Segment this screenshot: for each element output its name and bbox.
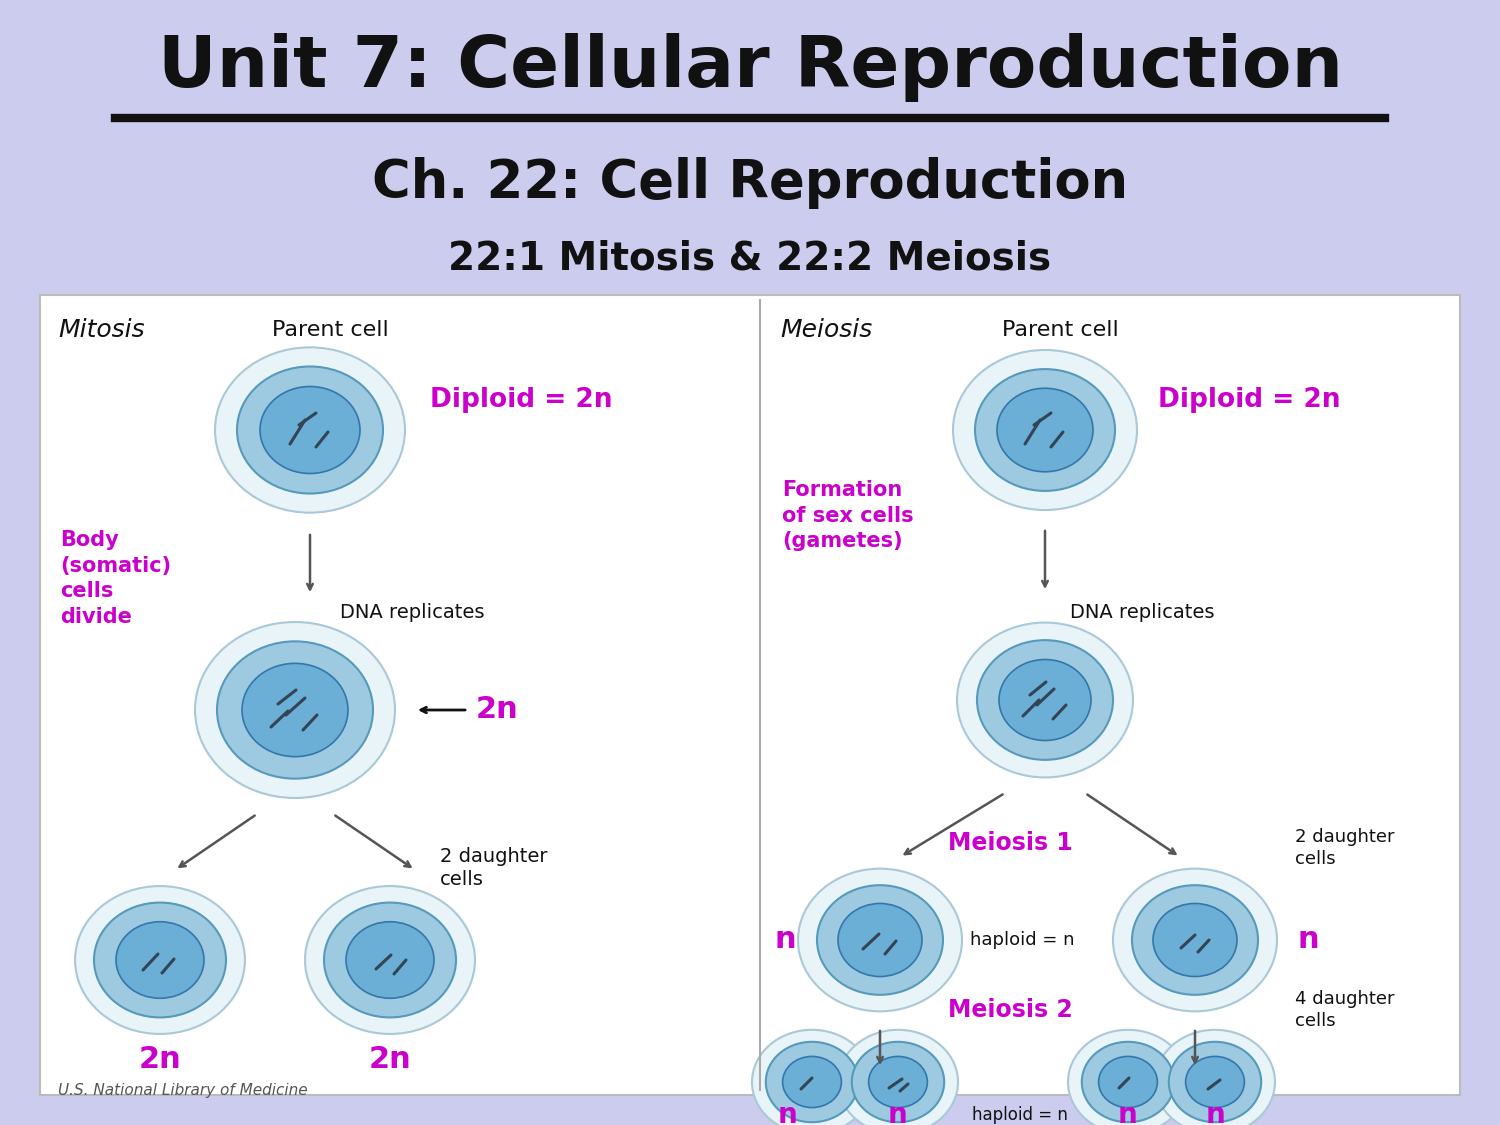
Text: Formation
of sex cells
(gametes): Formation of sex cells (gametes) bbox=[782, 480, 914, 551]
Ellipse shape bbox=[852, 1042, 944, 1123]
Text: Diploid = 2n: Diploid = 2n bbox=[1158, 387, 1341, 413]
Text: n: n bbox=[774, 926, 796, 954]
Ellipse shape bbox=[116, 921, 204, 998]
Ellipse shape bbox=[1082, 1042, 1174, 1123]
Ellipse shape bbox=[999, 659, 1090, 740]
Text: n: n bbox=[778, 1101, 798, 1125]
Text: DNA replicates: DNA replicates bbox=[1070, 603, 1215, 621]
Ellipse shape bbox=[75, 886, 244, 1034]
Ellipse shape bbox=[242, 664, 348, 757]
Text: 2n: 2n bbox=[476, 695, 519, 724]
Ellipse shape bbox=[839, 903, 922, 976]
Ellipse shape bbox=[217, 641, 374, 778]
Text: DNA replicates: DNA replicates bbox=[340, 603, 484, 621]
Ellipse shape bbox=[976, 640, 1113, 759]
Bar bbox=[40, 295, 1460, 1095]
Text: 2 daughter
cells: 2 daughter cells bbox=[440, 847, 548, 889]
Ellipse shape bbox=[1155, 1029, 1275, 1125]
Text: haploid = n: haploid = n bbox=[970, 932, 1074, 950]
Ellipse shape bbox=[1068, 1029, 1188, 1125]
Ellipse shape bbox=[346, 921, 433, 998]
Ellipse shape bbox=[952, 350, 1137, 510]
Ellipse shape bbox=[237, 367, 382, 494]
Text: Body
(somatic)
cells
divide: Body (somatic) cells divide bbox=[60, 530, 171, 627]
Ellipse shape bbox=[1113, 868, 1276, 1011]
Ellipse shape bbox=[1154, 903, 1238, 976]
Ellipse shape bbox=[1185, 1056, 1245, 1108]
Text: Parent cell: Parent cell bbox=[1002, 319, 1119, 340]
Text: Meiosis 2: Meiosis 2 bbox=[948, 998, 1072, 1022]
Text: haploid = n: haploid = n bbox=[972, 1106, 1068, 1124]
Ellipse shape bbox=[1168, 1042, 1262, 1123]
Text: n: n bbox=[1298, 926, 1320, 954]
Ellipse shape bbox=[868, 1056, 927, 1108]
Text: Meiosis: Meiosis bbox=[780, 318, 873, 342]
Ellipse shape bbox=[214, 348, 405, 513]
Text: 4 daughter
cells: 4 daughter cells bbox=[1294, 990, 1395, 1030]
Ellipse shape bbox=[94, 902, 226, 1017]
Text: 2n: 2n bbox=[138, 1045, 182, 1074]
Ellipse shape bbox=[798, 868, 962, 1011]
Ellipse shape bbox=[839, 1029, 958, 1125]
Text: 2n: 2n bbox=[369, 1045, 411, 1074]
Text: n: n bbox=[1118, 1101, 1138, 1125]
Ellipse shape bbox=[752, 1029, 872, 1125]
Ellipse shape bbox=[783, 1056, 842, 1108]
Text: n: n bbox=[1204, 1101, 1225, 1125]
Ellipse shape bbox=[766, 1042, 858, 1123]
Text: 22:1 Mitosis & 22:2 Meiosis: 22:1 Mitosis & 22:2 Meiosis bbox=[448, 238, 1052, 277]
Text: Diploid = 2n: Diploid = 2n bbox=[430, 387, 612, 413]
Ellipse shape bbox=[1098, 1056, 1158, 1108]
Text: Ch. 22: Cell Reproduction: Ch. 22: Cell Reproduction bbox=[372, 158, 1128, 209]
Ellipse shape bbox=[818, 885, 944, 994]
Text: U.S. National Library of Medicine: U.S. National Library of Medicine bbox=[58, 1082, 308, 1098]
Ellipse shape bbox=[324, 902, 456, 1017]
Text: Mitosis: Mitosis bbox=[58, 318, 144, 342]
Text: Meiosis 1: Meiosis 1 bbox=[948, 831, 1072, 855]
Ellipse shape bbox=[998, 388, 1094, 471]
Text: Parent cell: Parent cell bbox=[272, 319, 388, 340]
Ellipse shape bbox=[975, 369, 1114, 490]
Text: n: n bbox=[888, 1101, 908, 1125]
Ellipse shape bbox=[195, 622, 394, 798]
Ellipse shape bbox=[304, 886, 476, 1034]
Ellipse shape bbox=[957, 622, 1132, 777]
Text: Unit 7: Cellular Reproduction: Unit 7: Cellular Reproduction bbox=[158, 34, 1342, 102]
Text: 2 daughter
cells: 2 daughter cells bbox=[1294, 828, 1395, 868]
Ellipse shape bbox=[1132, 885, 1258, 994]
Ellipse shape bbox=[260, 387, 360, 474]
